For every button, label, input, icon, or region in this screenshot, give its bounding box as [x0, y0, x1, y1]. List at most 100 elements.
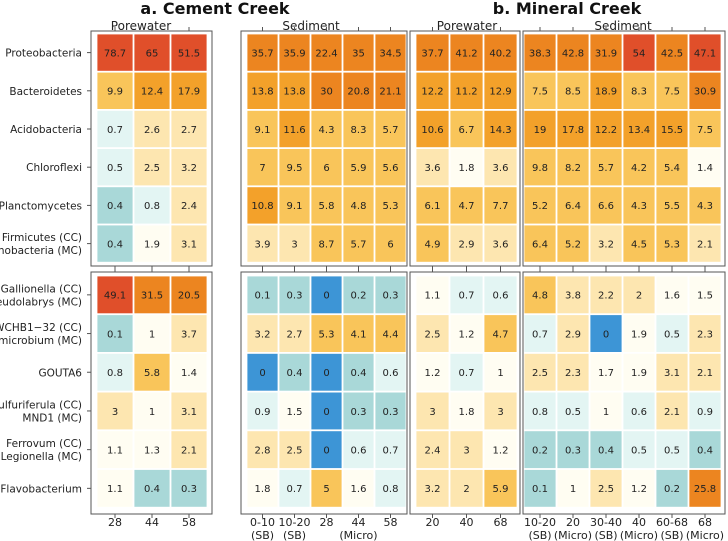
heatmap-cell [278, 71, 311, 110]
cell-value-label: 2.1 [181, 445, 197, 456]
cell-value-label: 22.4 [315, 48, 337, 59]
heatmap-cell [170, 148, 208, 187]
cell-value-label: 25.8 [694, 484, 716, 495]
heatmap-cell [655, 110, 689, 149]
cell-value-label: 1.5 [287, 407, 303, 418]
cell-value-label: 0.6 [351, 445, 367, 456]
cell-value-label: 0.9 [255, 407, 271, 418]
heatmap-cell [310, 71, 343, 110]
cell-value-label: 13.8 [251, 87, 273, 98]
cell-value-label: 0.7 [459, 291, 475, 302]
heatmap-cell [655, 275, 689, 315]
cell-value-label: 1.9 [631, 329, 647, 340]
cell-value-label: 4.8 [351, 201, 367, 212]
heatmap-cell [415, 71, 450, 110]
panel-frame [240, 30, 408, 267]
heatmap-cell [688, 71, 722, 110]
column-label: 44 (Micro) [339, 516, 377, 541]
cell-value-label: 0.5 [565, 407, 581, 418]
cell-value-label: 0.4 [598, 445, 614, 456]
cell-value-label: 31.9 [595, 48, 617, 59]
heatmap-cell [374, 469, 407, 508]
cell-value-label: 0.4 [697, 445, 713, 456]
cell-value-label: 2.1 [664, 407, 680, 418]
cell-value-label: 4.3 [697, 201, 713, 212]
cell-value-label: 1 [497, 368, 503, 379]
heatmap-cell [96, 71, 134, 110]
title-mineral-creek: b. Mineral Creek [493, 0, 642, 18]
heatmap-cell [688, 430, 722, 469]
heatmap-cell [374, 110, 407, 149]
heatmap-cell [415, 186, 450, 225]
heatmap-cell [96, 224, 134, 263]
cell-value-label: 0 [323, 445, 329, 456]
heatmap-cell [133, 391, 171, 431]
heatmap-cell [342, 71, 375, 110]
heatmap-cell [96, 430, 134, 469]
cell-value-label: 2.7 [181, 125, 197, 136]
heatmap-cell [449, 391, 484, 431]
cell-value-label: 3 [497, 407, 503, 418]
cell-value-label: 1.2 [493, 445, 509, 456]
cell-value-label: 9.5 [287, 163, 303, 174]
label-a-porewater: Porewater [111, 19, 171, 33]
heatmap-cell [483, 469, 518, 508]
column-labels: 28 44 58 0-10 (SB)10-20 (SB)28 44 (Micro)58 20 40… [108, 516, 724, 541]
cell-value-label: 5.6 [383, 163, 399, 174]
heatmap-cell [589, 186, 623, 225]
label-b-porewater: Porewater [437, 19, 497, 33]
heatmap-cell [622, 33, 656, 72]
heatmap-cell [170, 33, 208, 72]
heatmap-cell [523, 469, 557, 508]
heatmap-cell [310, 391, 343, 431]
cell-value-label: 5 [323, 484, 329, 495]
cell-value-label: 12.2 [421, 87, 443, 98]
cell-value-label: 4.7 [493, 329, 509, 340]
heatmap-cell [523, 148, 557, 187]
heatmap-cell [449, 430, 484, 469]
cell-value-label: 0.5 [664, 329, 680, 340]
heatmap-cell [523, 224, 557, 263]
heatmap-cell [133, 275, 171, 315]
heatmap-cell [556, 148, 590, 187]
cell-value-label: 0 [323, 368, 329, 379]
heatmap-cell [556, 71, 590, 110]
cell-value-label: 3.2 [425, 484, 441, 495]
heatmap-cell [246, 110, 279, 149]
cell-value-label: 3.2 [255, 329, 271, 340]
heatmap-cell [278, 430, 311, 469]
heatmap-cell [342, 469, 375, 508]
row-label: Firmicutes (CC)Actinobacteria (MC) [0, 232, 82, 257]
heatmap-cell [589, 33, 623, 72]
cell-value-label: 0.7 [459, 368, 475, 379]
cell-value-label: 2.5 [532, 368, 548, 379]
heatmap-cell [483, 224, 518, 263]
heatmap-cell [342, 148, 375, 187]
heatmap-cell [133, 148, 171, 187]
cell-value-label: 1.3 [144, 445, 160, 456]
cell-value-label: 1.8 [459, 163, 475, 174]
cell-value-label: 3 [112, 407, 118, 418]
cell-value-label: 0.2 [351, 291, 367, 302]
cell-value-label: 2.1 [697, 368, 713, 379]
cell-value-label: 34.5 [379, 48, 401, 59]
cell-value-label: 15.5 [661, 125, 683, 136]
column-label: 60-68 (SB) [656, 516, 688, 541]
heatmap-cell [415, 275, 450, 315]
heatmap-cell [96, 186, 134, 225]
heatmap-cell [415, 148, 450, 187]
heatmap-cell [310, 224, 343, 263]
cell-value-label: 11.6 [283, 125, 305, 136]
cell-value-label: 0.3 [383, 407, 399, 418]
cell-value-label: 1.6 [664, 291, 680, 302]
cell-value-label: 5.9 [351, 163, 367, 174]
heatmap-cell [556, 110, 590, 149]
cell-value-label: 5.7 [351, 239, 367, 250]
heatmap-cell [133, 314, 171, 353]
cell-value-label: 1.6 [351, 484, 367, 495]
heatmap-cell [523, 352, 557, 392]
cell-value-label: 3.9 [255, 239, 271, 250]
heatmap-cell [278, 352, 311, 392]
heatmap-cell [483, 314, 518, 353]
cell-value-label: 4.2 [631, 163, 647, 174]
